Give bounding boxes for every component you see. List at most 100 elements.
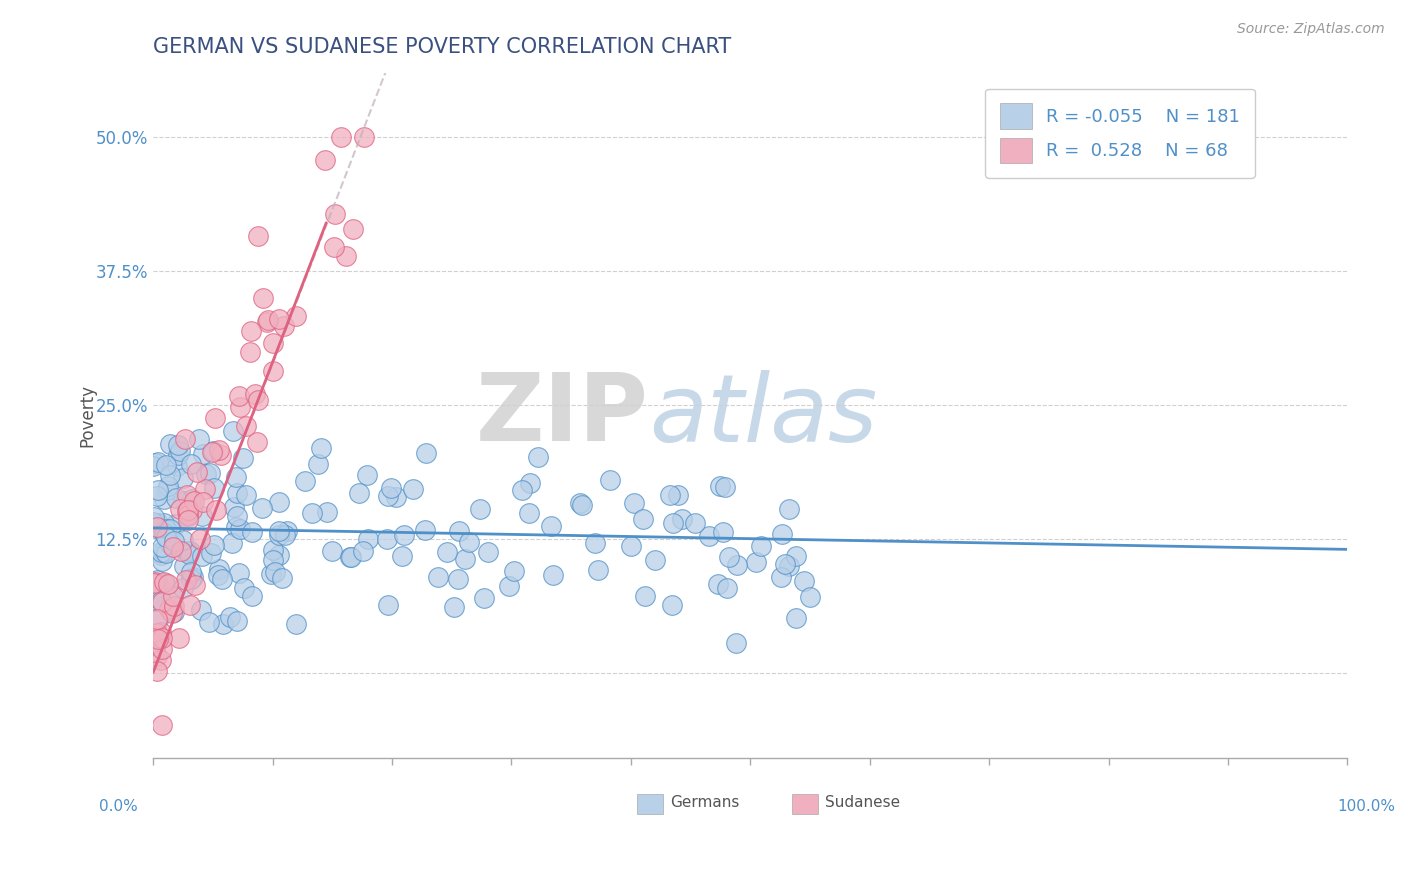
Point bbox=[477, 545, 499, 559]
FancyBboxPatch shape bbox=[637, 794, 664, 814]
Point bbox=[153, 516, 176, 530]
Point bbox=[770, 526, 793, 541]
Point bbox=[146, 612, 169, 626]
Point bbox=[262, 553, 284, 567]
Point bbox=[193, 494, 215, 508]
Point bbox=[269, 548, 291, 562]
Point bbox=[256, 315, 278, 329]
Text: Germans: Germans bbox=[671, 796, 740, 810]
Point bbox=[391, 549, 413, 563]
Point bbox=[285, 309, 308, 323]
Point bbox=[322, 239, 344, 253]
Point bbox=[347, 485, 370, 500]
FancyBboxPatch shape bbox=[792, 794, 818, 814]
Point bbox=[512, 483, 534, 497]
Point bbox=[342, 221, 364, 235]
Point bbox=[176, 504, 198, 518]
Point bbox=[225, 470, 247, 484]
Point bbox=[179, 599, 201, 613]
Point bbox=[180, 565, 202, 579]
Point bbox=[799, 590, 821, 604]
Point bbox=[183, 494, 205, 508]
Point bbox=[745, 556, 768, 570]
Point bbox=[247, 393, 270, 408]
Point bbox=[207, 567, 229, 582]
Point bbox=[150, 594, 173, 608]
Point bbox=[146, 625, 169, 640]
Legend: R = -0.055    N = 181, R =  0.528    N = 68: R = -0.055 N = 181, R = 0.528 N = 68 bbox=[986, 88, 1254, 178]
Point bbox=[226, 486, 249, 500]
Point bbox=[146, 649, 169, 664]
Point bbox=[260, 567, 283, 582]
Point bbox=[150, 595, 173, 609]
Point bbox=[571, 499, 593, 513]
Point bbox=[458, 535, 481, 549]
Point bbox=[284, 617, 307, 632]
Point bbox=[222, 425, 245, 439]
Point bbox=[162, 589, 184, 603]
Point bbox=[468, 502, 491, 516]
Point bbox=[149, 548, 172, 562]
Point bbox=[176, 488, 198, 502]
Point bbox=[174, 544, 197, 558]
Point bbox=[153, 545, 176, 559]
Point bbox=[447, 572, 470, 586]
Point bbox=[583, 536, 606, 550]
Point bbox=[165, 516, 187, 531]
Point bbox=[267, 527, 290, 541]
Point bbox=[339, 549, 361, 564]
Point bbox=[208, 562, 231, 576]
Point bbox=[159, 437, 181, 451]
Point bbox=[222, 500, 245, 515]
Point bbox=[179, 544, 201, 558]
Point bbox=[177, 509, 200, 524]
Point bbox=[314, 153, 336, 167]
Point bbox=[150, 642, 173, 657]
Point bbox=[143, 521, 166, 535]
Point bbox=[778, 501, 800, 516]
Point bbox=[662, 516, 685, 531]
Point bbox=[666, 488, 689, 502]
Point bbox=[174, 494, 197, 508]
Y-axis label: Poverty: Poverty bbox=[79, 384, 96, 447]
Point bbox=[153, 575, 176, 590]
Point bbox=[725, 558, 748, 573]
Point bbox=[661, 598, 683, 612]
Point bbox=[454, 551, 477, 566]
Point bbox=[153, 574, 176, 589]
Point bbox=[173, 559, 195, 574]
Point bbox=[172, 471, 194, 485]
Point bbox=[211, 572, 233, 586]
Point bbox=[169, 632, 191, 646]
Point bbox=[685, 516, 707, 530]
Point bbox=[340, 550, 363, 565]
Text: 0.0%: 0.0% bbox=[100, 799, 138, 814]
Point bbox=[157, 602, 180, 616]
Point bbox=[599, 474, 621, 488]
Point bbox=[631, 511, 654, 525]
Point bbox=[212, 616, 235, 631]
Point bbox=[159, 537, 181, 551]
Point bbox=[148, 483, 170, 497]
Point bbox=[519, 476, 541, 491]
Point bbox=[243, 387, 266, 401]
Point bbox=[180, 572, 202, 586]
Point bbox=[301, 506, 323, 520]
Point bbox=[142, 576, 165, 591]
Point bbox=[155, 458, 177, 472]
Point bbox=[644, 553, 666, 567]
Point bbox=[276, 524, 298, 538]
Point bbox=[204, 410, 226, 425]
Point bbox=[785, 549, 807, 563]
Point bbox=[163, 599, 186, 613]
Point bbox=[221, 536, 243, 550]
Point bbox=[294, 475, 316, 489]
Point bbox=[149, 653, 172, 667]
Point bbox=[262, 336, 284, 351]
Point bbox=[180, 572, 202, 586]
Text: atlas: atlas bbox=[648, 370, 877, 461]
Point bbox=[394, 527, 416, 541]
Point bbox=[162, 540, 184, 554]
Point bbox=[769, 570, 792, 584]
Point bbox=[724, 635, 747, 649]
